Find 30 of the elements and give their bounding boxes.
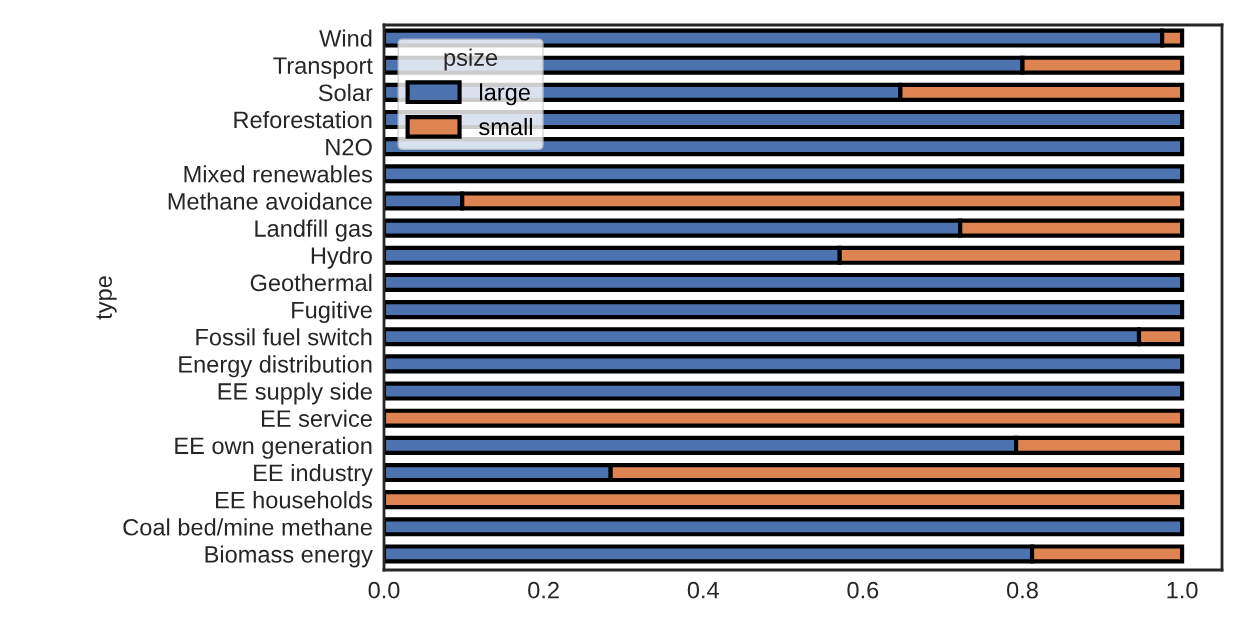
y-tick-label: Coal bed/mine methane: [123, 518, 372, 536]
y-tick-label: Reforestation: [234, 110, 372, 129]
y-tick-label: Transport: [273, 57, 373, 79]
y-tick-label: Methane avoidance: [168, 192, 372, 210]
y-tick-label: Geothermal: [250, 273, 372, 292]
y-axis-title: type: [96, 276, 117, 320]
x-tick-label: 0.4: [687, 581, 719, 599]
x-tick-label: 1.0: [1167, 581, 1198, 599]
y-tick-label: Landfill gas: [255, 219, 373, 242]
legend-title: psize: [444, 48, 498, 71]
y-tick-label: Fossil fuel switch: [196, 328, 372, 346]
x-tick-label: 0.8: [1006, 581, 1038, 599]
x-tick-label: 0.6: [847, 581, 879, 599]
y-tick-label: Energy distribution: [179, 355, 372, 378]
y-tick-label: EE own generation: [175, 436, 372, 459]
y-tick-label: Hydro: [311, 246, 372, 269]
y-tick-label: EE supply side: [218, 382, 372, 405]
y-tick-label: EE service: [261, 409, 372, 427]
y-tick-label: Biomass energy: [205, 545, 373, 568]
y-tick-label: Wind: [319, 29, 372, 47]
x-tick-label: 0.2: [528, 581, 559, 599]
legend-label: small: [479, 117, 532, 136]
y-tick-label: EE industry: [254, 463, 373, 486]
y-tick-label: Mixed renewables: [184, 165, 373, 183]
y-tick-label: Solar: [318, 83, 373, 102]
y-tick-label: Fugitive: [292, 301, 372, 324]
y-tick-label: N2O: [326, 138, 372, 156]
legend-label: large: [480, 83, 530, 106]
x-tick-label: 0.0: [368, 581, 400, 599]
y-tick-label: EE households: [216, 491, 373, 509]
